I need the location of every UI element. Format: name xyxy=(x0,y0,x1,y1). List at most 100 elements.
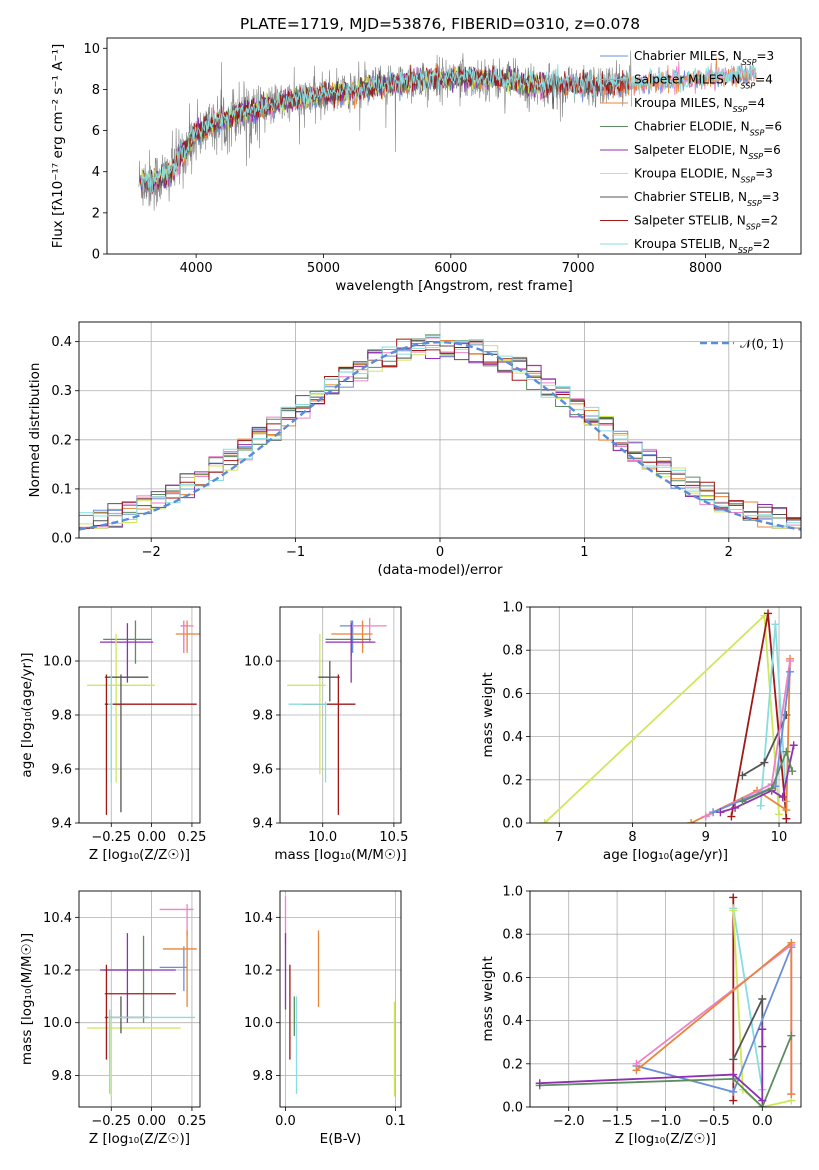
hist-kroupa_stelib xyxy=(79,335,801,538)
plot-area xyxy=(280,891,401,1107)
panel-age_vs_mass: 10.0 10.5 9.4 9.6 9.8 10.0 mass [log₁₀(M/M☉)] xyxy=(244,606,408,863)
panel-age_vs_Z: −0.25 0.00 0.25 9.4 9.6 9.8 10.0 Z [log₁₀(Z/Z☉)… xyxy=(19,606,206,863)
weight-marker-chabrier_elodie xyxy=(787,1031,796,1040)
y-tick-label: 10.2 xyxy=(43,964,72,979)
weight-marker-chabrier_elodie xyxy=(767,784,776,793)
y-tick-label: 9.8 xyxy=(252,709,273,724)
x-tick-label: −0.25 xyxy=(91,1114,131,1129)
plot-area xyxy=(530,607,801,823)
x-tick-label: −1.5 xyxy=(601,1114,633,1129)
x-axis-label: (data-model)/error xyxy=(377,562,503,578)
y-axis-label: Normed distribution xyxy=(27,363,43,498)
y-tick-label: 9.6 xyxy=(51,763,72,778)
y-tick-label: 0.6 xyxy=(502,971,523,986)
x-tick-label: 7000 xyxy=(562,261,595,276)
y-tick-label: 8 xyxy=(92,83,100,98)
weight-marker-salpeter_stelib xyxy=(764,609,773,618)
legend-label: Kroupa MILES, NSSP=4 xyxy=(634,96,765,114)
x-tick-label: 7 xyxy=(555,830,563,845)
plot-area xyxy=(79,607,200,823)
model-kroupa_stelib xyxy=(139,63,757,193)
weight-marker-chabrier_stelib xyxy=(760,758,769,767)
plot-area xyxy=(530,891,801,1107)
x-tick-label: −0.5 xyxy=(698,1114,730,1129)
x-tick-label: 8 xyxy=(628,830,636,845)
axis-frame: −2 −1 0 1 2 0.0 0.1 0.2 0.3 0.4 (data-model)/error… xyxy=(27,321,802,578)
weight-line-kroupa_stelib xyxy=(732,908,764,1090)
x-tick-label: 1 xyxy=(580,545,588,560)
y-tick-label: 10.0 xyxy=(244,1016,273,1031)
axes-frame xyxy=(279,606,402,824)
weight-marker-kroupa_miles xyxy=(787,938,796,947)
weight-marker-kroupa_elodie xyxy=(775,810,784,819)
weight-marker-kroupa_elodie xyxy=(540,819,549,823)
weight-marker-chabrier_stelib xyxy=(758,995,767,1003)
weight-marker-kroupa_miles xyxy=(782,806,791,815)
y-tick-label: 0.2 xyxy=(502,773,523,788)
weight-marker-salpeter_elodie xyxy=(535,1079,544,1088)
y-tick-label: 1.0 xyxy=(502,601,523,616)
legend-label: Salpeter MILES, NSSP=4 xyxy=(634,73,773,91)
panel-residuals: −2 −1 0 1 2 0.0 0.1 0.2 0.3 0.4 (data-model)/error… xyxy=(27,321,802,578)
y-axis-label: mass weight xyxy=(480,956,496,1041)
weight-marker-kroupa_stelib xyxy=(771,620,780,629)
y-axis-label: Flux [fλ10⁻¹⁷ erg cm⁻² s⁻¹ A⁻¹] xyxy=(50,44,66,249)
weight-marker-salpeter_stelib xyxy=(729,1096,738,1105)
axis-frame: −0.25 0.00 0.25 9.4 9.6 9.8 10.0 Z [log₁₀(Z/Z☉)… xyxy=(19,606,206,863)
y-tick-label: 0.8 xyxy=(502,644,523,659)
weight-marker-salpeter_elodie xyxy=(758,1025,767,1034)
x-tick-label: 10.5 xyxy=(379,830,408,845)
weight-marker-salpeter_elodie xyxy=(729,1070,738,1079)
x-tick-label: −0.25 xyxy=(91,830,131,845)
weight-marker-chabrier_elodie xyxy=(788,767,797,776)
x-tick-label: 6000 xyxy=(434,261,467,276)
weight-marker-chabrier_miles xyxy=(786,667,795,676)
x-axis-label: Z [log₁₀(Z/Z☉)] xyxy=(89,1131,190,1147)
y-tick-label: 9.8 xyxy=(51,709,72,724)
x-axis-label: wavelength [Angstrom, rest frame] xyxy=(335,278,573,294)
legend-label: Chabrier MILES, NSSP=3 xyxy=(634,49,774,67)
weight-marker-chabrier_stelib xyxy=(729,1055,738,1064)
y-tick-label: 2 xyxy=(92,206,100,221)
y-tick-label: 4 xyxy=(92,165,100,180)
axes-frame xyxy=(106,37,802,255)
y-tick-label: 6 xyxy=(92,124,100,139)
y-tick-label: 0.2 xyxy=(502,1057,523,1072)
y-tick-label: 9.4 xyxy=(252,817,273,832)
weight-marker-salpeter_elodie xyxy=(716,808,725,817)
y-tick-label: 10.0 xyxy=(244,655,273,670)
x-axis-label: mass [log₁₀(M/M☉)] xyxy=(274,847,406,863)
x-tick-label: 0 xyxy=(436,545,444,560)
x-tick-label: 8000 xyxy=(689,261,722,276)
legend-label: Salpeter STELIB, NSSP=2 xyxy=(634,214,778,232)
legend-label: Kroupa ELODIE, NSSP=3 xyxy=(634,167,773,185)
y-tick-label: 10 xyxy=(83,42,100,57)
plot-area xyxy=(138,50,757,211)
x-tick-label: 10.0 xyxy=(308,830,337,845)
panel-weight_vs_Z: −2.0 −1.5 −1.0 −0.5 0.0 0.0 0.2 0.4 0.6 0.8 1.0 Z [… xyxy=(480,885,802,1147)
legend-label: 𝒩(0, 1) xyxy=(740,337,784,351)
normal-curve xyxy=(79,340,801,531)
y-tick-label: 0.4 xyxy=(51,335,72,350)
axes-frame xyxy=(529,890,802,1108)
y-tick-label: 0.3 xyxy=(51,384,72,399)
axis-frame: 7 8 9 10 0.0 0.2 0.4 0.6 0.8 1.0 age [log₁₀(age/yr… xyxy=(480,601,802,863)
y-tick-label: 9.8 xyxy=(252,1069,273,1084)
x-tick-label: −2 xyxy=(142,545,161,560)
x-tick-label: 0.00 xyxy=(137,830,166,845)
weight-marker-chabrier_stelib xyxy=(738,771,747,780)
panel-weight_vs_age: 7 8 9 10 0.0 0.2 0.4 0.6 0.8 1.0 age [log₁₀(age/yr… xyxy=(480,601,802,863)
y-tick-label: 0.2 xyxy=(51,433,72,448)
x-tick-label: 2 xyxy=(725,545,733,560)
axes-frame xyxy=(279,890,402,1108)
legend-label: Salpeter ELODIE, NSSP=6 xyxy=(634,143,781,161)
y-tick-label: 0.0 xyxy=(502,1101,523,1116)
hist-kroupa_elodie xyxy=(79,344,801,538)
legend-label: Chabrier STELIB, NSSP=3 xyxy=(634,190,779,208)
weight-line-chabrier_elodie xyxy=(539,1035,793,1107)
y-tick-label: 1.0 xyxy=(502,885,523,900)
weight-marker-salpeter_elodie xyxy=(758,1096,767,1105)
y-tick-label: 9.4 xyxy=(51,817,72,832)
